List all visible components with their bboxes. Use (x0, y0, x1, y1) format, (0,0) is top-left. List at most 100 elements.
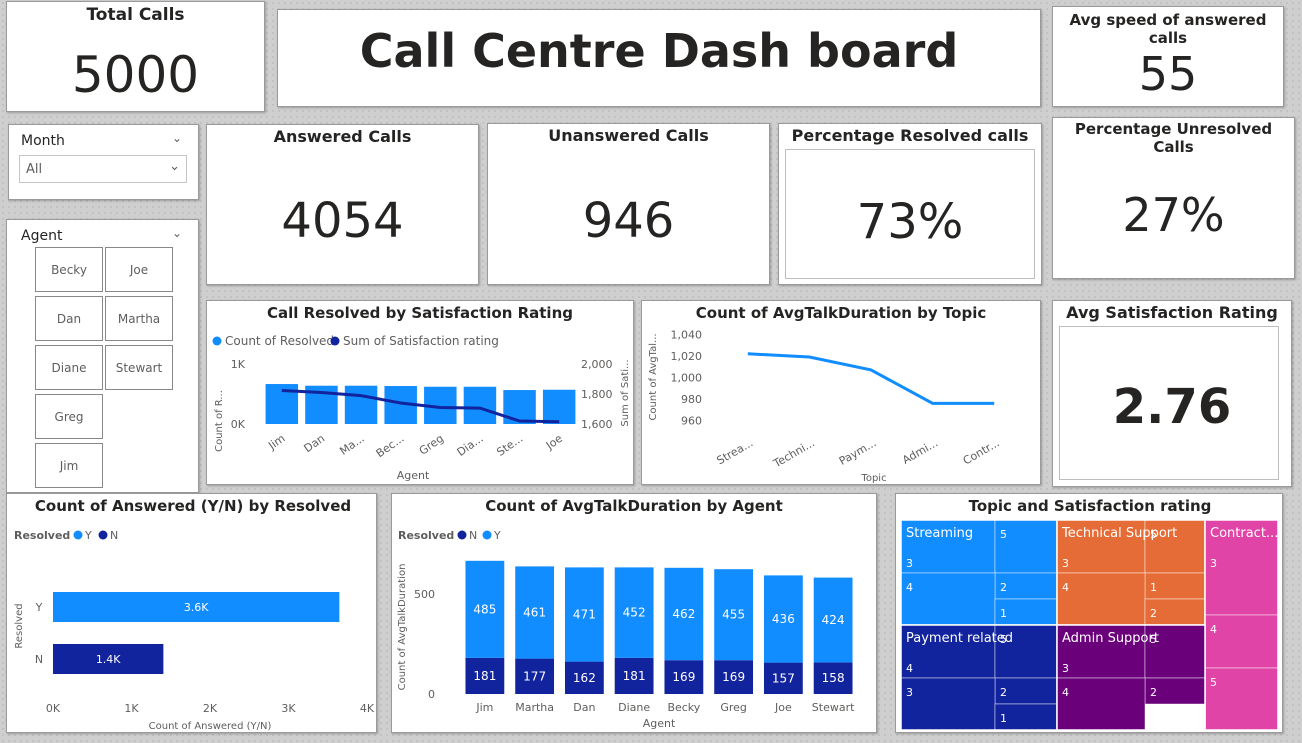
x-axis-label: Agent (397, 469, 430, 482)
line-avgtalkduration (747, 352, 995, 405)
avg-speed-value: 55 (1138, 47, 1198, 101)
pct-unresolved-card: Percentage Unresolved Calls 27% (1052, 117, 1295, 279)
tile-rating-label: 1 (1150, 581, 1157, 594)
x-tick-label: Becky (667, 701, 700, 714)
resolved-by-satisfaction-svg: Call Resolved by Satisfaction Rating Cou… (212, 304, 631, 482)
x-tick-label: 4K (360, 702, 375, 715)
chevron-down-icon[interactable]: ⌄ (172, 131, 183, 145)
avg-satisfaction-label: Avg Satisfaction Rating (1066, 303, 1278, 322)
agent-option-becky[interactable]: Becky (35, 247, 103, 292)
y2-axis-label: Sum of Sati... (620, 359, 631, 426)
legend-label-resolved: Count of Resolved (225, 334, 334, 348)
treemap-tile (1056, 572, 1146, 626)
legend-label-y: Y (84, 529, 92, 542)
x-axis-label: Topic (860, 473, 886, 484)
treemap-group-label: Streaming (906, 526, 973, 541)
answered-calls-card: Answered Calls 4054 (206, 124, 479, 285)
avg-satisfaction-value: 2.76 (1112, 379, 1232, 435)
data-label: 3.6K (184, 601, 209, 614)
chevron-down-icon: ⌄ (169, 159, 180, 174)
tile-rating-label: 5 (1210, 676, 1217, 689)
tile-rating-label: 1 (1000, 607, 1007, 620)
avg-speed-card: Avg speed of answered calls 55 (1052, 6, 1284, 107)
x-tick-label: Greg (720, 701, 747, 714)
pct-resolved-frame (785, 149, 1035, 279)
legend-marker-n (98, 530, 108, 540)
month-slicer-title: Month (21, 133, 65, 149)
legend-marker-y (73, 530, 83, 540)
x-tick-label: Martha (515, 701, 554, 714)
bar-y-5 (714, 569, 754, 661)
unanswered-calls-value: 946 (582, 193, 675, 249)
tile-rating-label: 3 (906, 557, 913, 570)
y2-tick-label: 1,800 (581, 388, 613, 401)
bar-y-2 (564, 567, 604, 662)
legend-marker-satisfaction (330, 336, 340, 346)
agent-option-joe[interactable]: Joe (105, 247, 173, 292)
y-tick-label: 1,020 (671, 350, 703, 363)
chart-title: Count of AvgTalkDuration by Topic (696, 304, 986, 322)
tile-rating-label: 3 (1062, 557, 1069, 570)
tile-rating-label: 4 (1062, 686, 1069, 699)
data-label-y: 461 (523, 606, 546, 620)
x-tick-label: Dan (302, 432, 328, 455)
legend-title: Resolved (14, 529, 70, 542)
month-dropdown[interactable]: All ⌄ (19, 155, 187, 183)
topic-satisfaction-svg: Topic and Satisfaction rating 3 5 2 4 1 Strea… (900, 497, 1279, 731)
tile-rating-label: 1 (1000, 712, 1007, 725)
x-axis-label: Agent (643, 717, 676, 730)
bar-n-7 (813, 662, 853, 694)
y-tick-label: 1,040 (671, 328, 703, 341)
agent-option-stewart[interactable]: Stewart (105, 345, 173, 390)
agent-option-diane[interactable]: Diane (35, 345, 103, 390)
legend-marker-resolved (212, 336, 222, 346)
x-tick-label: Dia... (455, 432, 486, 459)
y-tick-label: 0 (428, 688, 435, 701)
pct-unresolved-label: Percentage Unresolved Calls (1074, 120, 1273, 156)
tile-rating-label: 3 (1062, 662, 1069, 675)
pct-resolved-value: 73% (856, 194, 964, 250)
legend-label-n: N (110, 529, 118, 542)
avg-satisfaction-card: Avg Satisfaction Rating 2.76 (1052, 300, 1292, 487)
tile-rating-label: 4 (906, 581, 913, 594)
treemap-tile (900, 572, 996, 626)
data-label-n: 181 (473, 669, 496, 683)
agent-option-jim[interactable]: Jim (35, 443, 103, 488)
x-tick-label: Strea... (715, 436, 756, 467)
tile-rating-label: 4 (906, 662, 913, 675)
chevron-down-icon[interactable]: ⌄ (172, 226, 183, 240)
month-selected-value: All (26, 162, 43, 177)
x-axis-label: Count of Answered (Y/N) (149, 721, 272, 732)
x-tick-label: Dan (573, 701, 595, 714)
total-calls-value: 5000 (71, 46, 200, 104)
answered-by-resolved-chart: Count of Answered (Y/N) by Resolved Reso… (6, 493, 377, 733)
dashboard-title-card: Call Centre Dash board (277, 9, 1041, 107)
treemap-group-label: Payment related (906, 631, 1013, 646)
x-tick-label: 3K (281, 702, 296, 715)
bar-y-0 (465, 560, 505, 658)
x-tick-label: Jim (475, 701, 493, 714)
y-tick-label: 980 (681, 393, 702, 406)
y-tick-label: 500 (414, 588, 435, 601)
legend-label-satisfaction: Sum of Satisfaction rating (343, 334, 499, 348)
x-tick-label: Greg (417, 432, 446, 458)
pct-resolved-card: Percentage Resolved calls 73% (778, 123, 1042, 285)
bar-n-4 (664, 660, 704, 694)
treemap-tile (1056, 677, 1146, 731)
pct-unresolved-value: 27% (1122, 188, 1225, 242)
month-slicer[interactable]: Month ⌄ All ⌄ (8, 124, 199, 200)
tile-rating-label: 3 (906, 686, 913, 699)
bar-resolved-7 (542, 389, 576, 424)
agent-option-dan[interactable]: Dan (35, 296, 103, 341)
treemap-tile (1144, 598, 1206, 626)
chart-title: Count of AvgTalkDuration by Agent (485, 497, 783, 515)
y-tick-label: 960 (681, 415, 702, 428)
agent-option-greg[interactable]: Greg (35, 394, 103, 439)
y2-tick-label: 2,000 (581, 358, 613, 371)
agent-option-martha[interactable]: Martha (105, 296, 173, 341)
tile-rating-label: 2 (1000, 686, 1007, 699)
data-label-n: 158 (822, 671, 845, 685)
data-label-y: 424 (822, 613, 845, 627)
tile-rating-label: 2 (1000, 581, 1007, 594)
avg-satisfaction-frame (1059, 326, 1279, 480)
